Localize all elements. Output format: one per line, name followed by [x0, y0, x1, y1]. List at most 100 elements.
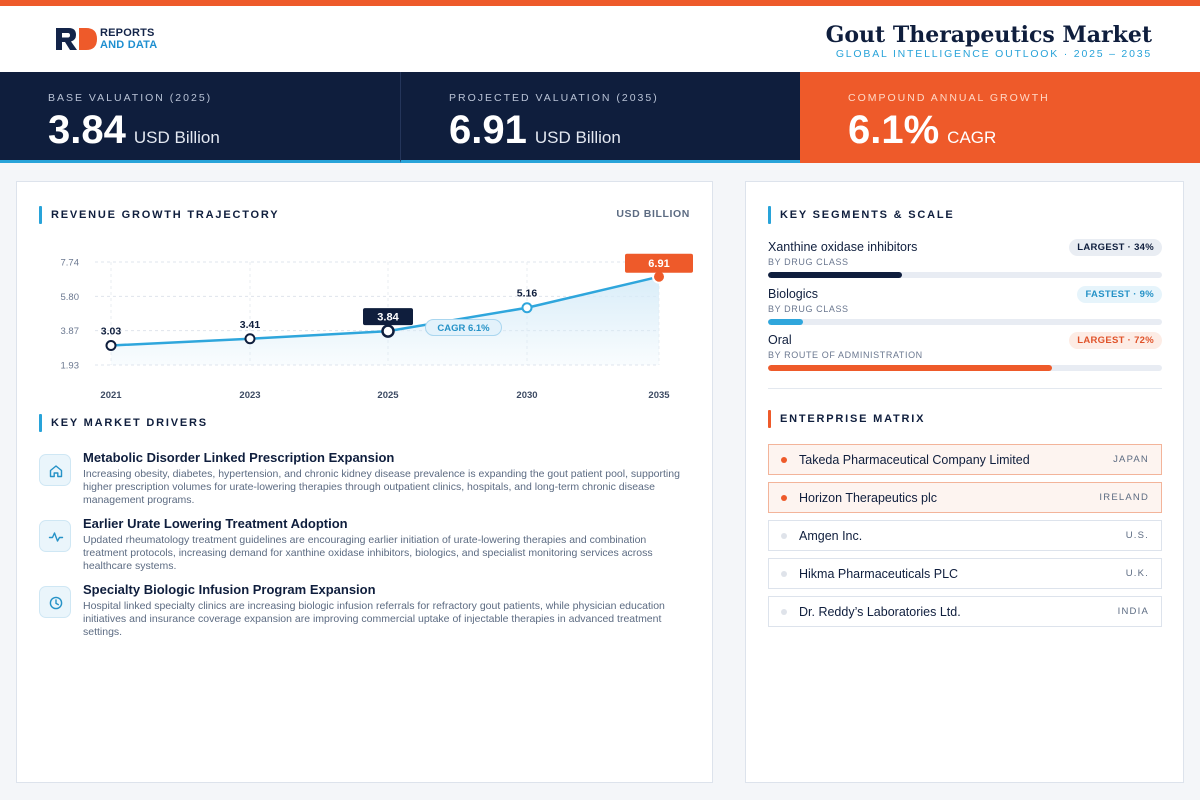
driver-icon-box: [39, 454, 71, 486]
company-marker: [781, 495, 787, 501]
company-marker: [781, 533, 787, 539]
segment-name: Biologics: [768, 287, 819, 301]
cagr-annotation-pill: [425, 318, 502, 336]
section-divider: [768, 388, 1162, 389]
kpi-value: 6.1% CAGR: [848, 108, 996, 153]
company-row[interactable]: Dr. Reddy’s Laboratories Ltd. INDIA: [768, 596, 1162, 627]
driver-description: Increasing obesity, diabetes, hypertensi…: [83, 468, 680, 506]
company-row[interactable]: Takeda Pharmaceutical Company Limited JA…: [768, 444, 1162, 475]
kpi-number: 6.1%: [848, 108, 940, 152]
kpi-projected-valuation: PROJECTED VALUATION (2035) 6.91 USD Billi…: [400, 72, 800, 163]
segment-category: BY DRUG CLASS: [768, 304, 849, 314]
data-value-label: 3.03: [101, 325, 122, 337]
driver-description: Updated rheumatology treatment guideline…: [83, 534, 653, 572]
x-tick-label: 2023: [239, 390, 260, 401]
segment-category: BY ROUTE OF ADMINISTRATION: [768, 350, 923, 360]
company-row[interactable]: Horizon Therapeutics plc IRELAND: [768, 482, 1162, 513]
segments-matrix-card: KEY SEGMENTS & SCALE Xanthine oxidase in…: [745, 181, 1184, 783]
company-row[interactable]: Amgen Inc. U.S.: [768, 520, 1162, 551]
kpi-unit: USD Billion: [534, 128, 621, 147]
y-tick-label: 3.87: [61, 326, 80, 337]
y-tick-label: 5.80: [61, 292, 80, 303]
kpi-strip: BASE VALUATION (2025) 3.84 USD Billion PR…: [0, 72, 1200, 163]
segment-badge: LARGEST · 34%: [1069, 239, 1162, 256]
driver-title: Earlier Urate Lowering Treatment Adoptio…: [83, 516, 348, 531]
y-tick-label: 7.74: [61, 258, 80, 269]
logo-mark-icon: [56, 28, 97, 50]
driver-title: Metabolic Disorder Linked Prescription E…: [83, 450, 395, 465]
trajectory-drivers-card: REVENUE GROWTH TRAJECTORY USD BILLION 7.…: [16, 181, 713, 783]
data-point: [244, 333, 256, 345]
top-accent-bar: [0, 0, 1200, 6]
kpi-value: 6.91 USD Billion: [449, 108, 621, 153]
cagr-annotation-label: CAGR 6.1%: [437, 323, 490, 334]
company-row[interactable]: Hikma Pharmaceuticals PLC U.K.: [768, 558, 1162, 589]
segment-item: Biologics BY DRUG CLASS FASTEST · 9%: [768, 286, 1162, 331]
page-subtitle: GLOBAL INTELLIGENCE OUTLOOK · 2025 – 203…: [835, 48, 1152, 60]
x-tick-label: 2021: [100, 390, 122, 401]
kpi-unit: CAGR: [947, 128, 997, 147]
segment-bar-track: [768, 272, 1162, 278]
segment-category: BY DRUG CLASS: [768, 257, 849, 267]
company-marker: [781, 457, 787, 463]
data-value-label: 5.16: [517, 288, 538, 300]
home-icon: [49, 465, 63, 478]
kpi-number: 3.84: [48, 108, 126, 152]
trajectory-section-title: REVENUE GROWTH TRAJECTORY: [39, 206, 279, 224]
segment-badge: FASTEST · 9%: [1077, 286, 1162, 303]
page-title: Gout Therapeutics Market: [825, 22, 1152, 48]
revenue-trajectory-chart: 7.74 5.80 3.87 1.93 CAGR 6.1% 3.03 3.41 3.84 5.1…: [61, 253, 693, 401]
segment-bar-fill: [768, 319, 804, 325]
kpi-label: BASE VALUATION (2025): [48, 92, 213, 104]
page-header: REPORTS AND DATA Gout Therapeutics Marke…: [0, 6, 1200, 72]
segment-badge: LARGEST · 72%: [1069, 332, 1162, 349]
drivers-section-title: KEY MARKET DRIVERS: [39, 414, 208, 432]
brand-logo: REPORTS AND DATA: [55, 26, 165, 52]
final-value-box: [625, 253, 693, 273]
data-value-label: 3.41: [240, 319, 261, 331]
data-value-label: 3.84: [377, 312, 399, 324]
x-tick-label: 2030: [516, 390, 537, 401]
segment-bar-track: [768, 365, 1162, 371]
company-marker: [781, 609, 787, 615]
kpi-cagr: COMPOUND ANNUAL GROWTH 6.1% CAGR: [800, 72, 1200, 163]
base-value-box: [363, 308, 413, 326]
company-name: Horizon Therapeutics plc: [799, 491, 938, 505]
driver-description: Hospital linked specialty clinics are in…: [83, 600, 665, 638]
company-country: U.K.: [1125, 568, 1149, 579]
driver-title: Specialty Biologic Infusion Program Expa…: [83, 582, 376, 597]
segments-section-title: KEY SEGMENTS & SCALE: [768, 206, 955, 224]
company-country: U.S.: [1125, 530, 1149, 541]
segment-name: Oral: [768, 333, 792, 347]
kpi-label: PROJECTED VALUATION (2035): [449, 92, 659, 104]
x-tick-label: 2035: [648, 390, 670, 401]
logo-line-1: REPORTS: [100, 27, 155, 39]
company-name: Dr. Reddy’s Laboratories Ltd.: [799, 605, 961, 619]
segment-bar-fill: [768, 365, 1052, 371]
data-point: [521, 302, 533, 314]
company-country: IRELAND: [1099, 492, 1149, 503]
driver-icon-box: [39, 586, 71, 618]
company-marker: [781, 571, 787, 577]
segment-bar-fill: [768, 272, 902, 278]
data-point: [105, 339, 117, 351]
clock-icon: [49, 596, 63, 610]
chart-unit-label: USD BILLION: [616, 208, 690, 220]
segment-item: Xanthine oxidase inhibitors BY DRUG CLAS…: [768, 239, 1162, 284]
kpi-value: 3.84 USD Billion: [48, 108, 220, 153]
activity-icon: [48, 532, 64, 542]
kpi-number: 6.91: [449, 108, 527, 152]
company-country: INDIA: [1117, 606, 1149, 617]
y-tick-label: 1.93: [61, 361, 80, 372]
kpi-label: COMPOUND ANNUAL GROWTH: [848, 92, 1050, 104]
segment-name: Xanthine oxidase inhibitors: [768, 240, 918, 254]
data-value-label: 6.91: [648, 258, 669, 270]
logo-line-2: AND DATA: [100, 39, 158, 51]
data-point: [381, 324, 395, 338]
company-name: Takeda Pharmaceutical Company Limited: [799, 453, 1030, 467]
logo-wordmark: REPORTS AND DATA: [100, 27, 157, 51]
driver-icon-box: [39, 520, 71, 552]
company-name: Hikma Pharmaceuticals PLC: [799, 567, 959, 581]
kpi-base-valuation: BASE VALUATION (2025) 3.84 USD Billion: [0, 72, 400, 163]
kpi-unit: USD Billion: [133, 128, 220, 147]
